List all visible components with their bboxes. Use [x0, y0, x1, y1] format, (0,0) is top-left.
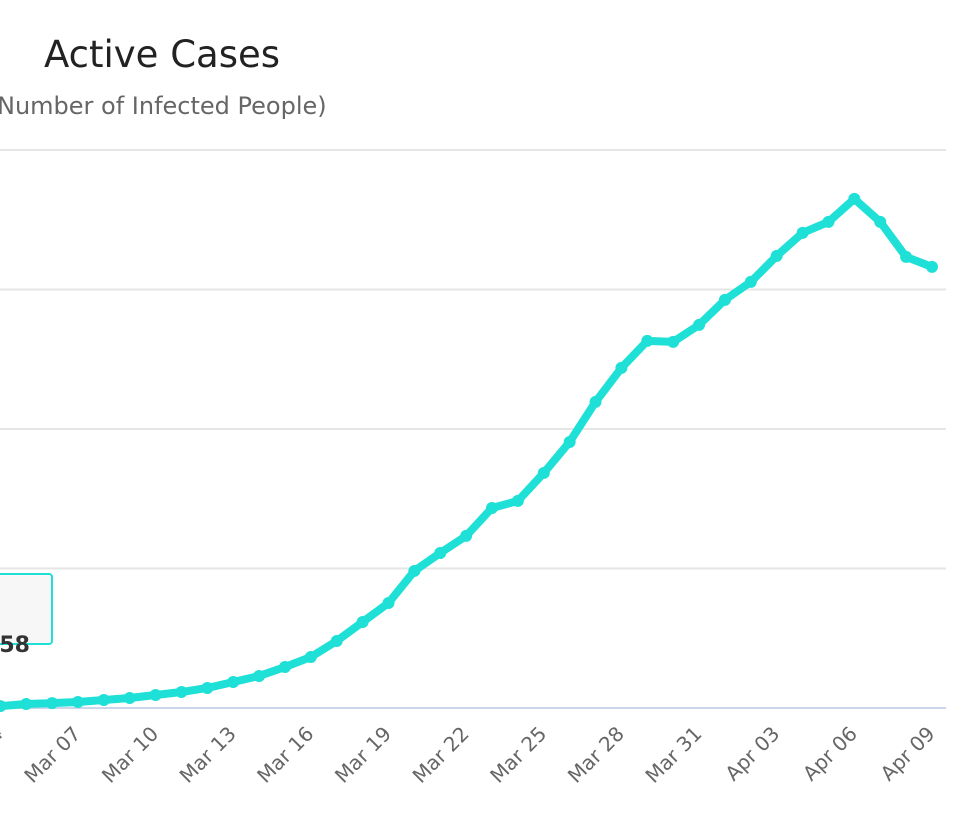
x-tick-label: Mar 22 — [408, 722, 474, 788]
x-tick-label: Mar 07 — [19, 722, 85, 788]
x-tick-label: Mar 16 — [252, 722, 318, 788]
series-line — [0, 194, 934, 711]
point — [123, 692, 136, 705]
point — [253, 669, 266, 682]
point — [822, 215, 835, 228]
point — [330, 634, 343, 647]
point — [537, 466, 550, 479]
point — [201, 681, 214, 694]
point — [71, 696, 84, 709]
chart-title: Active Cases — [44, 33, 280, 76]
point — [227, 675, 240, 688]
x-tick-label: Mar 13 — [175, 722, 241, 788]
point — [278, 660, 291, 673]
point — [874, 215, 887, 228]
point — [304, 651, 317, 664]
point — [356, 615, 369, 628]
x-tick-label: Mar 31 — [640, 722, 706, 788]
point — [511, 494, 524, 507]
point — [563, 435, 576, 448]
tooltip-value: 58 — [0, 633, 30, 658]
x-tick-label: Apr 06 — [798, 722, 862, 786]
point — [97, 693, 110, 706]
point — [848, 192, 861, 205]
x-tick-label: Mar 04 — [0, 722, 8, 788]
tooltip: 58 — [0, 573, 53, 658]
tooltip-box — [0, 573, 53, 645]
point — [770, 249, 783, 262]
x-tick-label: Mar 19 — [330, 722, 396, 788]
point — [641, 334, 654, 347]
x-tick-label: Apr 09 — [876, 722, 940, 786]
point — [615, 361, 628, 374]
point — [460, 529, 473, 542]
x-tick-label: Mar 25 — [485, 722, 551, 788]
point — [486, 501, 499, 514]
x-tick-label: Mar 28 — [563, 722, 629, 788]
point — [796, 226, 809, 239]
point — [20, 698, 33, 711]
point — [667, 335, 680, 348]
point — [149, 689, 162, 702]
point — [718, 293, 731, 306]
point — [693, 318, 706, 331]
point — [408, 564, 421, 577]
point — [900, 250, 913, 263]
point — [744, 275, 757, 288]
point — [382, 596, 395, 609]
point — [589, 395, 602, 408]
x-tick-label: Mar 10 — [97, 722, 163, 788]
chart-subtitle: Number of Infected People) — [0, 92, 327, 120]
point — [175, 686, 188, 699]
point — [46, 697, 59, 710]
point — [0, 700, 7, 713]
point — [434, 546, 447, 559]
point — [925, 260, 938, 273]
x-tick-label: Apr 03 — [720, 722, 784, 786]
